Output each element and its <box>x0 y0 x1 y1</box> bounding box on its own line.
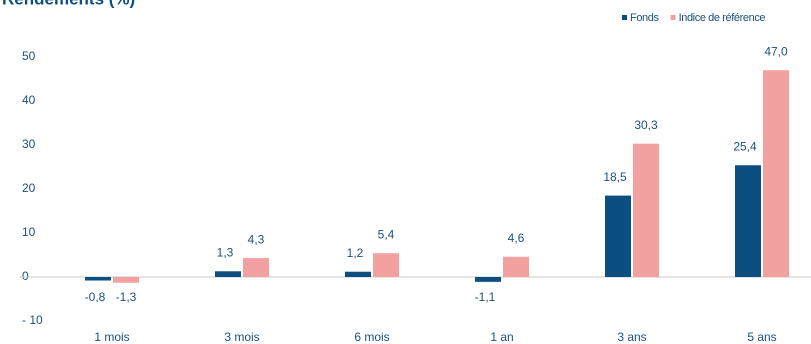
bar <box>763 70 789 277</box>
x-tick-label: 5 ans <box>747 330 776 344</box>
legend-swatch <box>622 15 627 20</box>
value-label: 5,4 <box>378 227 395 241</box>
value-label: 4,3 <box>248 232 265 246</box>
y-tick-label: 40 <box>22 93 36 107</box>
value-label: 30,3 <box>634 118 658 132</box>
value-label: 1,3 <box>217 245 234 259</box>
bar <box>735 165 761 277</box>
legend-label: Fonds <box>630 12 659 24</box>
bar <box>633 143 659 277</box>
bar <box>345 271 371 277</box>
value-label: -1,1 <box>475 290 496 304</box>
bar <box>373 253 399 277</box>
x-tick-label: 1 mois <box>94 330 129 344</box>
y-tick-label: 50 <box>22 49 36 63</box>
bar <box>503 256 529 277</box>
x-tick-label: 1 an <box>490 330 513 344</box>
value-label: -1,3 <box>116 290 137 304</box>
bar <box>475 277 501 282</box>
x-tick-label: 3 mois <box>224 330 259 344</box>
bar <box>243 258 269 277</box>
value-label: 25,4 <box>733 139 757 153</box>
value-label: 4,6 <box>508 231 525 245</box>
y-tick-label: 30 <box>22 137 36 151</box>
x-tick-label: 6 mois <box>354 330 389 344</box>
value-label: 18,5 <box>603 170 627 184</box>
y-tick-label: 0 <box>22 269 29 283</box>
x-tick-label: 3 ans <box>617 330 646 344</box>
value-label: 1,2 <box>347 246 364 260</box>
legend-label: Indice de référence <box>679 12 766 24</box>
legend-swatch <box>670 15 676 20</box>
bar <box>605 195 631 277</box>
chart-title: Rendements (%) <box>2 0 135 8</box>
bar <box>113 277 139 283</box>
value-label: -0,8 <box>85 290 106 304</box>
bar <box>85 277 111 281</box>
y-tick-label: 10 <box>22 225 36 239</box>
y-tick-label: 20 <box>22 181 36 195</box>
value-label: 47,0 <box>764 44 788 58</box>
y-tick-label: - 10 <box>22 313 43 327</box>
bar <box>215 271 241 277</box>
